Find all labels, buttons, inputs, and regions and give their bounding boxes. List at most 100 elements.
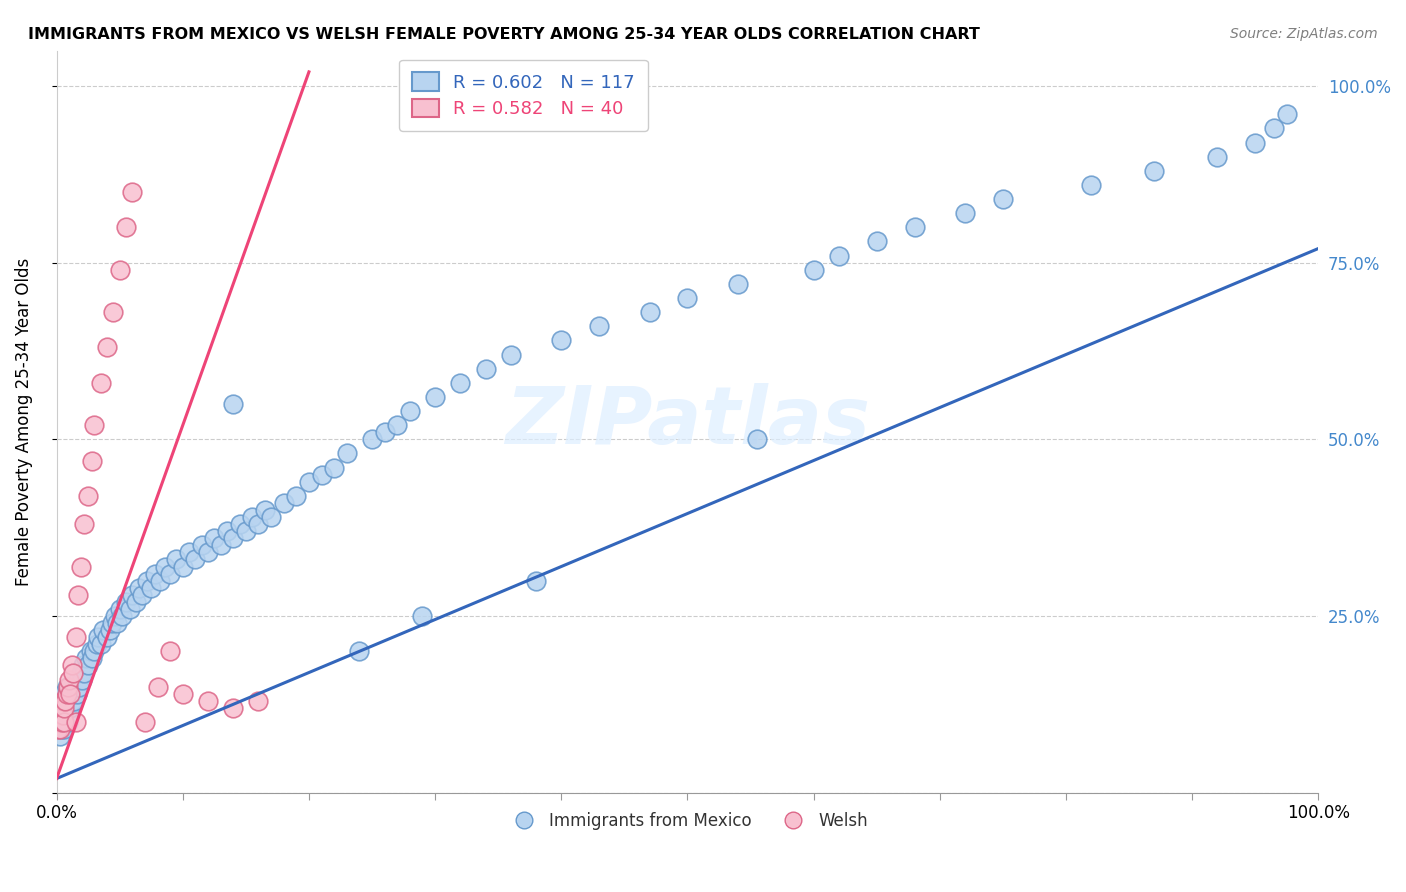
Point: [48, 707, 70, 722]
Point: [60, 658, 83, 673]
Point: [550, 334, 572, 348]
Point: [128, 581, 150, 595]
Point: [49, 729, 72, 743]
Point: [66, 687, 89, 701]
Point: [1275, 107, 1298, 121]
Point: [202, 531, 225, 545]
Point: [228, 517, 250, 532]
Point: [46, 707, 69, 722]
Point: [60, 694, 83, 708]
Point: [153, 559, 176, 574]
Point: [676, 291, 699, 305]
Point: [222, 397, 245, 411]
Point: [638, 305, 661, 319]
Point: [51, 694, 73, 708]
Point: [177, 545, 200, 559]
Point: [108, 262, 131, 277]
Text: Source: ZipAtlas.com: Source: ZipAtlas.com: [1230, 27, 1378, 41]
Point: [159, 566, 181, 581]
Point: [55, 687, 77, 701]
Point: [143, 566, 166, 581]
Point: [55, 707, 77, 722]
Point: [134, 714, 156, 729]
Point: [1080, 178, 1102, 192]
Point: [136, 574, 159, 588]
Point: [65, 714, 87, 729]
Point: [53, 707, 76, 722]
Point: [474, 361, 496, 376]
Point: [55, 714, 77, 729]
Point: [86, 637, 108, 651]
Point: [103, 305, 125, 319]
Point: [190, 538, 212, 552]
Text: ZIPatlas: ZIPatlas: [505, 383, 870, 460]
Point: [55, 680, 77, 694]
Point: [146, 680, 169, 694]
Point: [52, 694, 75, 708]
Point: [59, 701, 82, 715]
Point: [209, 538, 232, 552]
Point: [1263, 121, 1285, 136]
Point: [449, 376, 471, 390]
Point: [361, 433, 384, 447]
Point: [63, 694, 86, 708]
Point: [866, 235, 889, 249]
Point: [48, 701, 70, 715]
Point: [336, 446, 359, 460]
Point: [141, 581, 163, 595]
Point: [96, 341, 118, 355]
Point: [58, 694, 80, 708]
Point: [96, 630, 118, 644]
Point: [69, 665, 91, 680]
Point: [80, 651, 103, 665]
Point: [83, 418, 105, 433]
Point: [953, 206, 976, 220]
Point: [197, 545, 219, 559]
Point: [69, 559, 91, 574]
Point: [1206, 150, 1229, 164]
Point: [58, 707, 80, 722]
Point: [111, 609, 134, 624]
Point: [1244, 136, 1267, 150]
Point: [235, 524, 257, 539]
Text: IMMIGRANTS FROM MEXICO VS WELSH FEMALE POVERTY AMONG 25-34 YEAR OLDS CORRELATION: IMMIGRANTS FROM MEXICO VS WELSH FEMALE P…: [28, 27, 980, 42]
Point: [67, 673, 90, 687]
Point: [247, 517, 270, 532]
Point: [91, 623, 114, 637]
Point: [115, 595, 138, 609]
Point: [51, 722, 73, 736]
Point: [197, 694, 219, 708]
Point: [65, 680, 87, 694]
Point: [56, 680, 79, 694]
Point: [51, 701, 73, 715]
Point: [118, 602, 141, 616]
Point: [75, 651, 97, 665]
Point: [73, 665, 96, 680]
Point: [101, 615, 124, 630]
Point: [374, 425, 396, 440]
Point: [59, 687, 82, 701]
Point: [131, 588, 153, 602]
Point: [72, 658, 94, 673]
Point: [55, 694, 77, 708]
Legend: Immigrants from Mexico, Welsh: Immigrants from Mexico, Welsh: [501, 805, 875, 837]
Point: [49, 701, 72, 715]
Point: [77, 658, 100, 673]
Point: [56, 714, 79, 729]
Point: [46, 722, 69, 736]
Point: [745, 433, 768, 447]
Point: [48, 714, 70, 729]
Point: [166, 552, 188, 566]
Point: [499, 347, 522, 361]
Point: [727, 277, 749, 291]
Point: [423, 390, 446, 404]
Point: [62, 687, 84, 701]
Point: [46, 714, 69, 729]
Point: [172, 559, 194, 574]
Point: [53, 714, 76, 729]
Point: [52, 707, 75, 722]
Point: [323, 460, 346, 475]
Point: [1143, 163, 1166, 178]
Point: [83, 644, 105, 658]
Point: [55, 701, 77, 715]
